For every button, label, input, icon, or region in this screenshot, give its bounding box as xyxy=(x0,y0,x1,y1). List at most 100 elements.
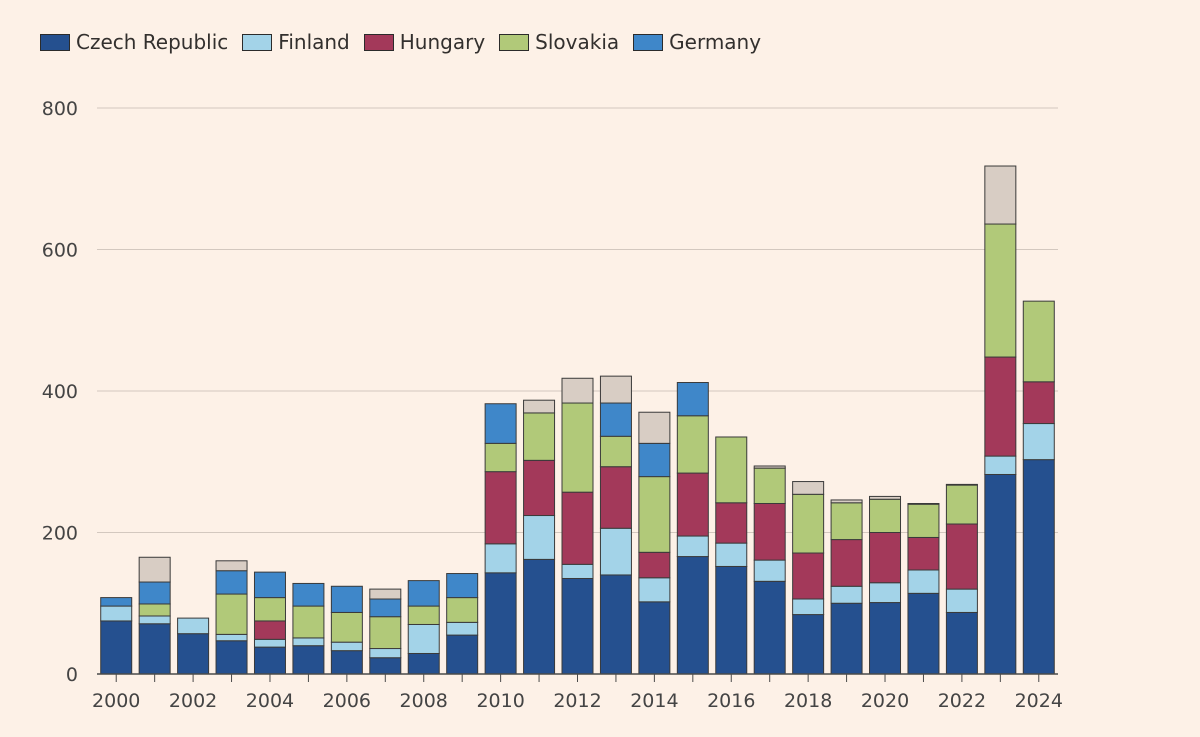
bar-segment-finland-2023 xyxy=(984,455,1017,475)
bar-segment-finland-2008 xyxy=(407,623,440,654)
bar-segment-hungary-2017 xyxy=(753,502,786,561)
bar-segment-czech-republic-2003 xyxy=(215,640,248,675)
bar-segment-germany-2000 xyxy=(100,597,133,607)
bar-segment-finland-2015 xyxy=(676,535,709,558)
bar-segment-germany-2007 xyxy=(369,598,402,618)
x-tick-label: 2022 xyxy=(938,690,986,712)
bar-segment-czech-republic-2009 xyxy=(446,634,479,675)
bar-segment-hungary-2022 xyxy=(945,523,978,590)
bar-segment-finland-2016 xyxy=(715,542,748,567)
bar-segment-finland-2019 xyxy=(830,585,863,604)
bar-segment-czech-republic-2022 xyxy=(945,611,978,675)
bar-segment-slovakia-2015 xyxy=(676,415,709,474)
bar-segment-other-2001 xyxy=(138,556,171,583)
bar-segment-czech-republic-2023 xyxy=(984,473,1017,675)
bar-segment-finland-2012 xyxy=(561,563,594,579)
bar-segment-hungary-2004 xyxy=(253,620,286,640)
x-tick-label: 2024 xyxy=(1015,690,1063,712)
bar-segment-czech-republic-2012 xyxy=(561,577,594,675)
x-tick-label: 2018 xyxy=(784,690,832,712)
bar-segment-finland-2021 xyxy=(907,569,940,594)
bar-segment-czech-republic-2024 xyxy=(1022,459,1055,675)
bar-segment-czech-republic-2013 xyxy=(599,574,632,675)
bar-segment-hungary-2015 xyxy=(676,472,709,537)
bar-segment-germany-2014 xyxy=(638,442,671,478)
legend-label: Czech Republic xyxy=(76,30,229,54)
bar-segment-slovakia-2019 xyxy=(830,502,863,541)
bar-stacks xyxy=(100,165,1055,675)
bar-segment-czech-republic-2002 xyxy=(177,633,210,675)
legend-item-finland: Finland xyxy=(242,30,350,54)
bar-segment-other-2022 xyxy=(945,483,978,486)
axes: 0 200 400 600 800 2000 2002 2004 2006 2008 2010 201… xyxy=(42,98,1063,712)
y-tick-label: 200 xyxy=(42,523,78,545)
bar-segment-hungary-2020 xyxy=(869,532,902,584)
legend-item-slovakia: Slovakia xyxy=(499,30,619,54)
bar-segment-other-2017 xyxy=(753,465,786,469)
legend-label: Hungary xyxy=(399,30,486,54)
bar-segment-czech-republic-2015 xyxy=(676,556,709,675)
bar-segment-slovakia-2008 xyxy=(407,605,440,625)
legend: Czech Republic Finland Hungary Slovakia … xyxy=(40,30,775,54)
bar-segment-czech-republic-2007 xyxy=(369,657,402,675)
bar-segment-germany-2013 xyxy=(599,402,632,437)
bar-segment-czech-republic-2005 xyxy=(292,645,325,675)
bar-segment-germany-2005 xyxy=(292,582,325,607)
bar-segment-hungary-2024 xyxy=(1022,381,1055,425)
bar-segment-hungary-2019 xyxy=(830,539,863,587)
bar-segment-hungary-2021 xyxy=(907,536,940,571)
bar-segment-other-2020 xyxy=(869,495,902,500)
bar-segment-finland-2018 xyxy=(792,598,825,616)
bar-segment-slovakia-2013 xyxy=(599,435,632,468)
x-tick-label: 2002 xyxy=(169,690,217,712)
bar-segment-slovakia-2006 xyxy=(330,611,363,643)
bar-segment-finland-2007 xyxy=(369,648,402,659)
bar-segment-finland-2000 xyxy=(100,605,133,622)
bar-segment-czech-republic-2001 xyxy=(138,623,171,675)
x-tick-label: 2000 xyxy=(92,690,140,712)
legend-label: Germany xyxy=(669,30,762,54)
bar-segment-czech-republic-2016 xyxy=(715,565,748,675)
bar-segment-other-2019 xyxy=(830,499,863,504)
x-tick-label: 2006 xyxy=(323,690,371,712)
bar-segment-czech-republic-2019 xyxy=(830,602,863,675)
bar-segment-finland-2011 xyxy=(523,515,556,560)
bar-segment-hungary-2013 xyxy=(599,466,632,529)
bar-segment-slovakia-2010 xyxy=(484,442,517,473)
bar-segment-slovakia-2014 xyxy=(638,476,671,553)
bar-segment-other-2012 xyxy=(561,377,594,404)
bar-segment-other-2013 xyxy=(599,375,632,404)
bar-segment-finland-2006 xyxy=(330,641,363,652)
legend-swatch-finland xyxy=(242,33,273,51)
bar-segment-finland-2024 xyxy=(1022,423,1055,461)
bar-segment-hungary-2012 xyxy=(561,491,594,565)
legend-item-germany: Germany xyxy=(633,30,761,54)
bar-segment-slovakia-2001 xyxy=(138,603,171,617)
y-tick-label: 600 xyxy=(42,240,78,262)
bar-segment-czech-republic-2011 xyxy=(523,558,556,675)
bar-segment-slovakia-2012 xyxy=(561,402,594,493)
bar-segment-hungary-2014 xyxy=(638,551,671,579)
legend-swatch-germany xyxy=(633,33,664,51)
bar-segment-slovakia-2018 xyxy=(792,493,825,554)
bar-segment-germany-2001 xyxy=(138,581,171,605)
x-tick-label: 2004 xyxy=(246,690,294,712)
bar-segment-czech-republic-2008 xyxy=(407,652,440,675)
bar-segment-czech-republic-2020 xyxy=(869,602,902,675)
bar-segment-other-2021 xyxy=(907,502,940,505)
bar-segment-germany-2009 xyxy=(446,573,479,599)
bar-segment-other-2018 xyxy=(792,481,825,495)
legend-item-hungary: Hungary xyxy=(363,30,486,54)
bar-segment-other-2007 xyxy=(369,588,402,600)
bar-segment-slovakia-2007 xyxy=(369,616,402,650)
bar-segment-slovakia-2011 xyxy=(523,412,556,461)
bar-segment-hungary-2023 xyxy=(984,356,1017,457)
bar-segment-finland-2013 xyxy=(599,527,632,576)
bar-segment-finland-2001 xyxy=(138,615,171,625)
bar-segment-finland-2003 xyxy=(215,633,248,642)
bar-segment-czech-republic-2000 xyxy=(100,620,133,675)
x-tick-label: 2008 xyxy=(400,690,448,712)
bar-segment-slovakia-2003 xyxy=(215,593,248,635)
bar-segment-czech-republic-2017 xyxy=(753,580,786,675)
x-tick-label: 2020 xyxy=(861,690,909,712)
